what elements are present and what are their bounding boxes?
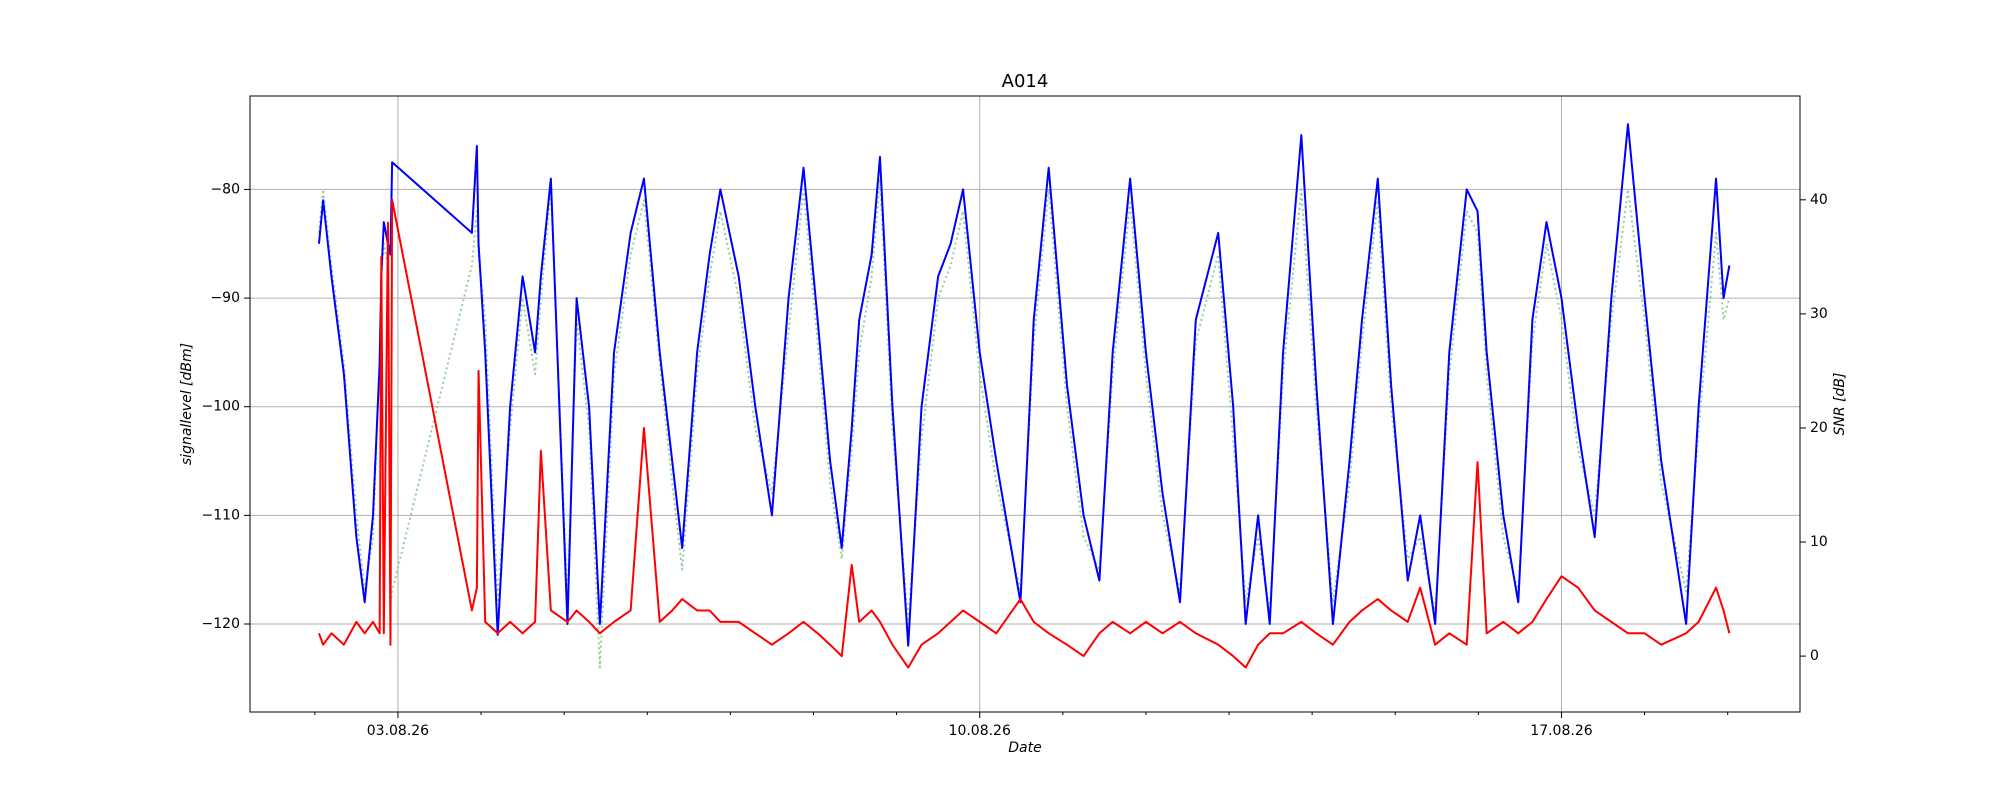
x-tick-label: 03.08.26 <box>367 723 429 739</box>
y-tick-label: −120 <box>202 616 240 632</box>
series-line <box>317 177 1731 669</box>
y-axis-label: signallevel [dBm] <box>179 343 195 465</box>
y2-tick-label: 30 <box>1810 306 1828 322</box>
y2-tick-label: 10 <box>1810 534 1828 550</box>
y-tick-label: −80 <box>210 181 240 197</box>
x-tick-label: 10.08.26 <box>949 723 1011 739</box>
y-tick-label: −100 <box>202 399 240 415</box>
y-tick-label: −90 <box>210 290 240 306</box>
chart-title: A014 <box>1002 71 1049 92</box>
y2-axis-label: SNR [dB] <box>1832 373 1848 436</box>
y2-tick-label: 20 <box>1810 420 1828 436</box>
plot-frame <box>249 95 1801 713</box>
x-tick-label: 17.08.26 <box>1530 723 1592 739</box>
y2-tick-label: 0 <box>1810 648 1819 664</box>
y2-tick-label: 40 <box>1810 192 1828 208</box>
x-axis-label: Date <box>1008 740 1041 756</box>
y-tick-label: −110 <box>202 507 240 523</box>
series-line <box>317 123 1731 647</box>
series-line <box>318 198 1731 669</box>
